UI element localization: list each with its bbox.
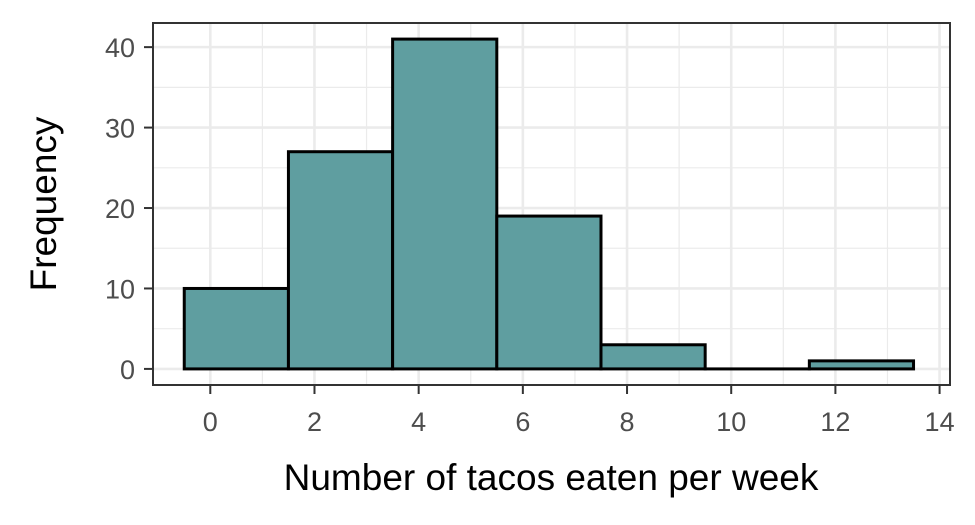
x-tick-label: 14 xyxy=(925,407,955,437)
bars xyxy=(182,37,916,371)
histogram-bar xyxy=(807,359,916,371)
x-tick-label: 8 xyxy=(620,407,635,437)
y-tick-label: 20 xyxy=(105,194,135,224)
histogram-bar xyxy=(182,286,290,371)
x-tick-label: 4 xyxy=(411,407,426,437)
x-tick-label: 10 xyxy=(716,407,746,437)
y-axis-ticks: 0 10 20 30 40 xyxy=(105,33,153,385)
histogram-bar xyxy=(495,214,603,371)
x-tick-label: 0 xyxy=(203,407,218,437)
x-axis-ticks: 0 2 4 6 8 10 12 14 xyxy=(203,385,955,437)
histogram-bar xyxy=(391,37,499,371)
x-tick-label: 6 xyxy=(515,407,530,437)
y-axis-title: Frequency xyxy=(23,116,64,291)
x-tick-label: 12 xyxy=(820,407,850,437)
histogram-bar xyxy=(286,150,395,371)
plot-border xyxy=(152,22,951,386)
histogram-bar xyxy=(599,343,707,371)
x-tick-label: 2 xyxy=(307,407,322,437)
y-tick-label: 10 xyxy=(105,274,135,304)
y-tick-label: 30 xyxy=(105,114,135,144)
y-tick-label: 0 xyxy=(120,355,135,385)
y-tick-label: 40 xyxy=(105,33,135,63)
x-axis-title: Number of tacos eaten per week xyxy=(284,457,819,498)
